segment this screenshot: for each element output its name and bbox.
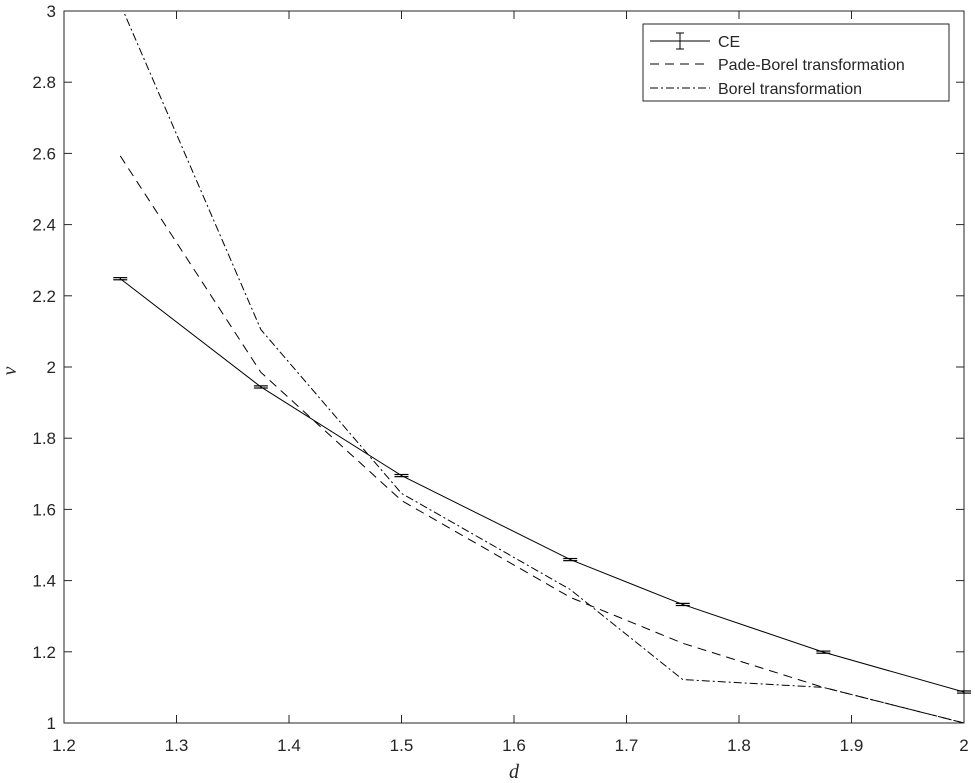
y-tick-label: 2.8	[32, 73, 56, 92]
x-tick-label: 1.8	[727, 736, 751, 755]
y-axis-ticks: 1 1.2 1.4 1.6 1.8 2 2.2 2.4 2.6 2.8 3	[32, 2, 964, 733]
x-tick-label: 1.7	[615, 736, 639, 755]
series-line	[122, 11, 964, 723]
series-line	[119, 155, 964, 723]
plot-area	[63, 10, 965, 724]
error-bar	[563, 557, 578, 562]
y-axis-label: ν	[0, 366, 21, 375]
x-axis-ticks: 1.2 1.3 1.4 1.5 1.6 1.7 1.8 1.9 2	[52, 11, 969, 755]
x-tick-label: 1.5	[390, 736, 414, 755]
error-bar	[816, 650, 831, 654]
y-tick-label: 3	[47, 2, 56, 21]
legend: CE Pade-Borel transformation Borel trans…	[642, 23, 950, 102]
series-pade-borel-transformation	[119, 155, 964, 723]
x-tick-label: 1.4	[277, 736, 301, 755]
x-tick-label: 1.9	[840, 736, 864, 755]
y-tick-label: 2.6	[32, 144, 56, 163]
y-tick-label: 1.6	[32, 500, 56, 519]
y-tick-label: 1.8	[32, 429, 56, 448]
y-tick-label: 2.2	[32, 287, 56, 306]
series-layer	[113, 11, 971, 723]
series-borel-transformation	[122, 11, 964, 723]
error-bar	[113, 277, 128, 281]
error-bar	[394, 473, 409, 478]
y-tick-label: 2	[47, 358, 56, 377]
legend-label-ce: CE	[718, 34, 740, 51]
x-tick-label: 1.6	[502, 736, 526, 755]
legend-label-pade-borel: Pade-Borel transformation	[718, 57, 905, 74]
y-tick-label: 1.2	[32, 643, 56, 662]
x-tick-label: 1.2	[52, 736, 76, 755]
y-tick-label: 1.4	[32, 572, 56, 591]
x-axis-label: d	[509, 761, 520, 783]
x-tick-label: 1.3	[165, 736, 189, 755]
y-tick-label: 1	[47, 714, 56, 733]
x-tick-label: 2	[959, 736, 968, 755]
error-bar	[253, 385, 268, 389]
error-bar	[675, 602, 690, 607]
legend-label-borel: Borel transformation	[718, 81, 862, 98]
error-bar	[957, 690, 971, 694]
y-tick-label: 2.4	[32, 216, 56, 235]
